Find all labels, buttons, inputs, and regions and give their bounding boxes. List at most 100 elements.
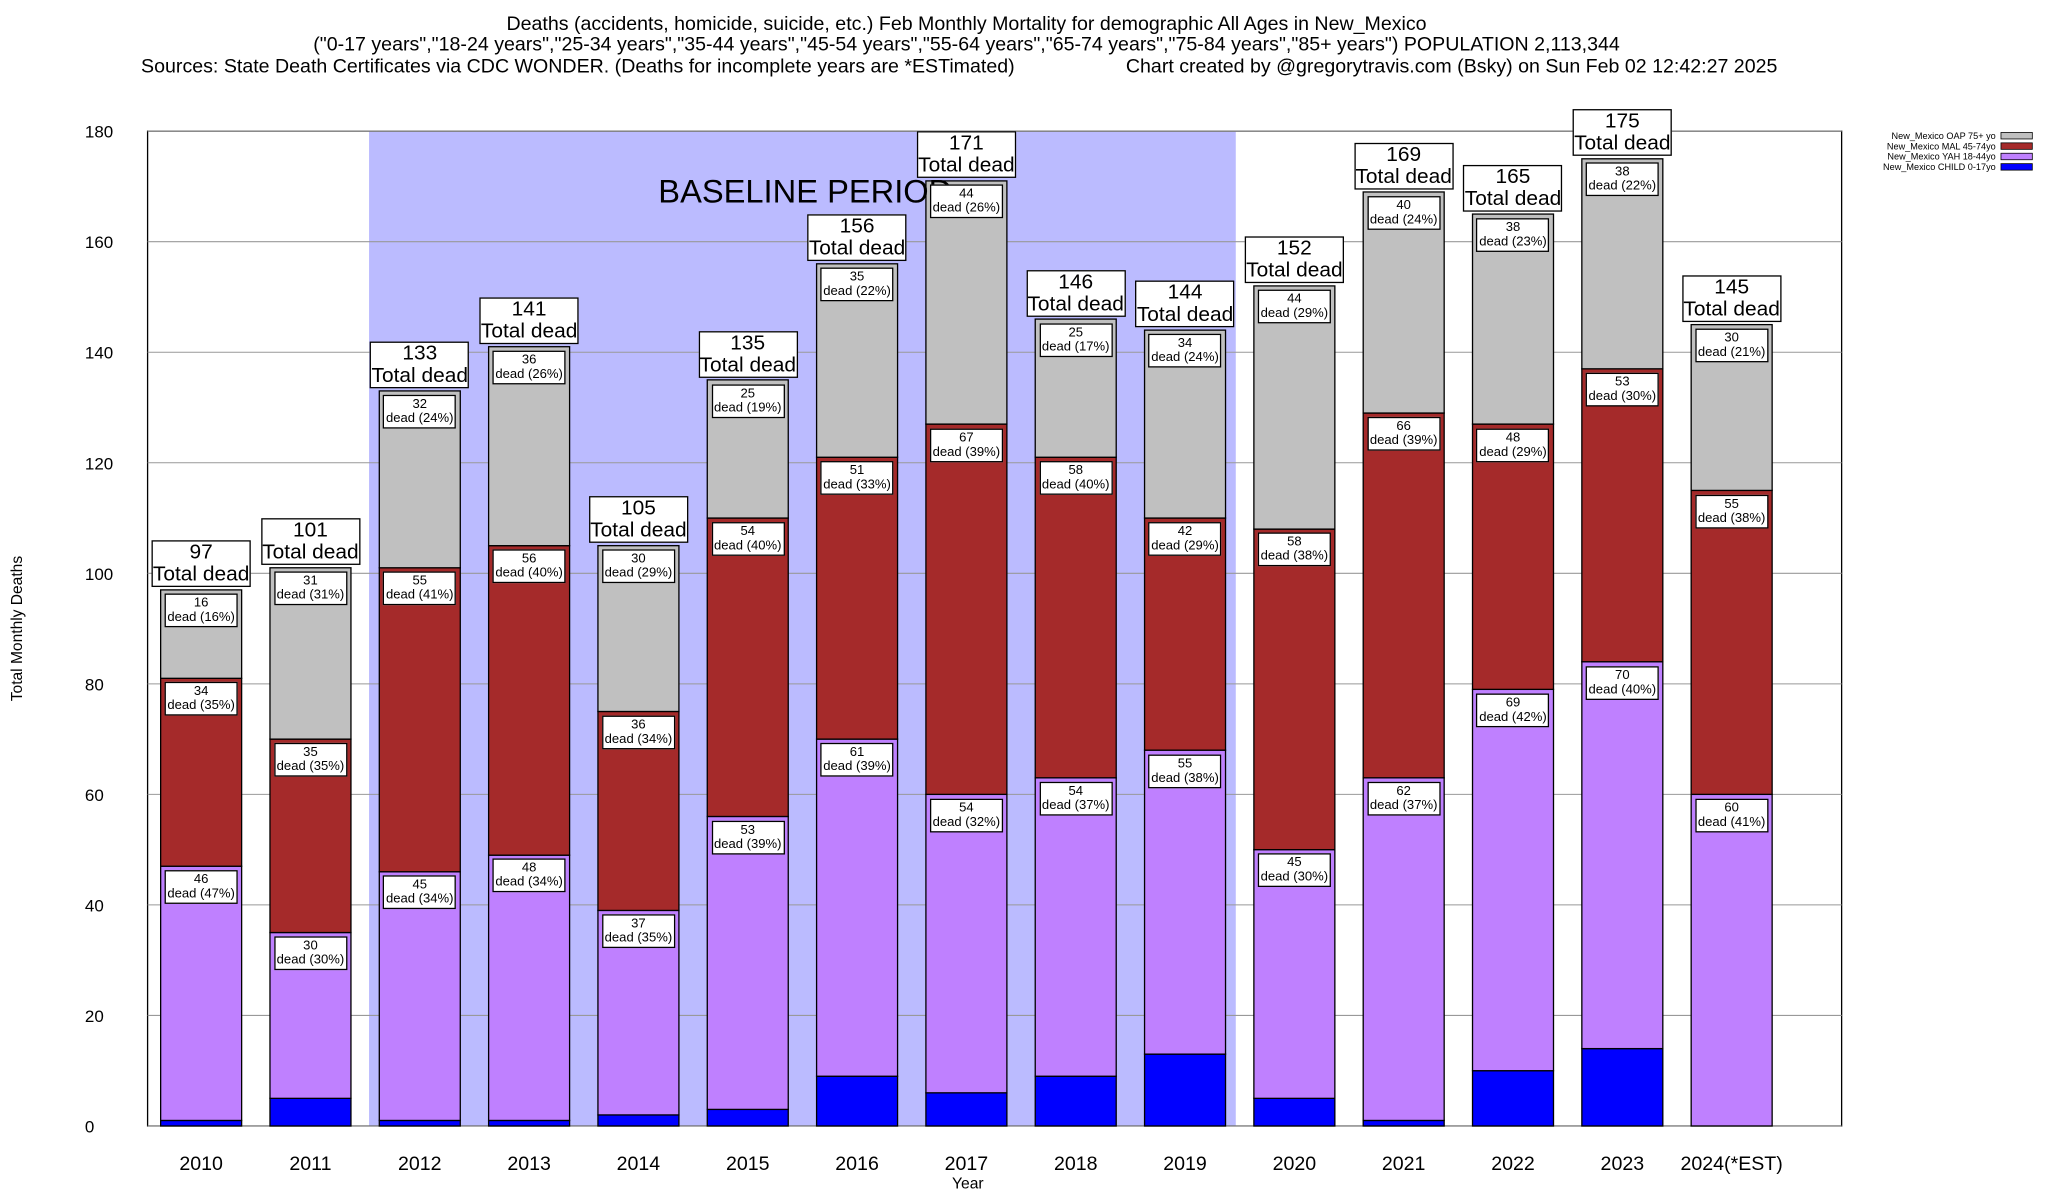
bar-segment	[706, 517, 789, 818]
bar-segment	[706, 815, 789, 1111]
bar-segment	[597, 1114, 680, 1127]
bar-segment	[1471, 688, 1555, 1072]
x-tick-label: 2020	[1273, 1153, 1317, 1175]
bar-segment	[925, 1092, 1008, 1127]
total-label: 152 Total dead	[1244, 236, 1344, 284]
legend-swatch	[2000, 142, 2033, 150]
total-label: 135 Total dead	[698, 330, 798, 378]
data-label: 34 dead (24%)	[1148, 334, 1222, 368]
total-text: Total dead	[1574, 132, 1671, 155]
bar-segment	[925, 180, 1008, 425]
x-tick-label: 2015	[726, 1153, 770, 1175]
data-label: 54 dead (32%)	[929, 798, 1003, 833]
bar-segment	[378, 871, 461, 1122]
total-label: 156 Total dead	[807, 214, 907, 262]
chart-subtitle: ("0-17 years","18-24 years","25-34 years…	[313, 33, 1620, 56]
x-tick-label: 2012	[398, 1153, 442, 1175]
bar-segment	[1471, 1070, 1555, 1127]
chart-title: Deaths (accidents, homicide, suicide, et…	[506, 12, 1427, 36]
data-label: 45 dead (34%)	[383, 875, 457, 910]
x-tick-label: 2019	[1163, 1153, 1207, 1175]
bar-segment	[925, 793, 1008, 1094]
data-label: 31 dead (31%)	[273, 571, 348, 606]
y-tick-label: 40	[85, 896, 104, 915]
total-value: 144	[1167, 282, 1203, 305]
data-label: 60 dead (41%)	[1695, 798, 1769, 833]
x-axis-label: Year	[952, 1175, 984, 1192]
bar-segment	[1253, 285, 1336, 530]
total-label: 145 Total dead	[1682, 275, 1782, 322]
data-label: 25 dead (17%)	[1039, 322, 1113, 357]
data-label: 53 dead (39%)	[711, 820, 785, 855]
total-text: Total dead	[1027, 293, 1124, 316]
bar-segment	[1581, 1047, 1664, 1127]
total-text: Total dead	[808, 237, 906, 260]
total-label: 169 Total dead	[1354, 142, 1454, 190]
bar-segment	[1253, 1097, 1336, 1127]
bar-segment	[1253, 848, 1336, 1099]
data-label: 51 dead (33%)	[820, 461, 894, 495]
x-tick-label: 2021	[1382, 1153, 1426, 1175]
x-tick-label: 2017	[945, 1153, 989, 1175]
bar-segment	[159, 865, 243, 1122]
y-tick-label: 140	[85, 344, 113, 363]
total-value: 171	[948, 132, 984, 155]
data-label: 46 dead (47%)	[164, 870, 238, 904]
total-label: 101 Total dead	[260, 518, 361, 566]
data-label: 44 dead (26%)	[929, 184, 1003, 219]
total-label: 105 Total dead	[588, 496, 689, 544]
data-label: 25 dead (19%)	[711, 383, 785, 418]
y-tick-label: 100	[85, 565, 113, 584]
bar-segment	[1581, 368, 1664, 663]
data-label: 42 dead (29%)	[1148, 521, 1222, 556]
total-value: 101	[292, 519, 328, 542]
total-label: 133 Total dead	[370, 341, 470, 389]
bar-segment	[487, 1119, 571, 1127]
data-label: 53 dead (30%)	[1585, 372, 1659, 407]
total-value: 169	[1386, 143, 1422, 166]
y-tick-label: 120	[85, 454, 113, 473]
data-label: 54 dead (40%)	[711, 521, 785, 556]
bar-segment	[1143, 1053, 1227, 1127]
data-label: 30 dead (21%)	[1695, 328, 1769, 363]
bar-segment	[378, 1119, 461, 1127]
total-value: 165	[1495, 166, 1531, 189]
total-value: 97	[189, 541, 213, 564]
bar-segment	[1690, 793, 1773, 1127]
total-value: 156	[839, 215, 875, 238]
data-label: 35 dead (22%)	[820, 267, 894, 302]
data-label: 37 dead (35%)	[601, 914, 675, 949]
data-label: 38 dead (22%)	[1585, 162, 1659, 197]
total-label: 171 Total dead	[916, 131, 1017, 179]
y-tick-label: 0	[85, 1118, 94, 1137]
x-tick-label: 2013	[507, 1153, 551, 1175]
y-tick-label: 20	[85, 1007, 104, 1026]
total-value: 146	[1058, 271, 1094, 294]
total-text: Total dead	[699, 353, 796, 376]
data-label: 67 dead (39%)	[929, 427, 1003, 462]
source-note: Sources: State Death Certificates via CD…	[141, 55, 1015, 78]
bar-segment	[1253, 528, 1336, 851]
x-tick-label: 2010	[179, 1153, 223, 1175]
x-tick-label: 2014	[617, 1153, 661, 1175]
total-text: Total dead	[371, 364, 468, 388]
bar-segment	[1690, 489, 1773, 796]
data-label: 55 dead (38%)	[1695, 494, 1769, 529]
total-text: Total dead	[918, 154, 1015, 178]
data-label: 54 dead (37%)	[1039, 781, 1113, 816]
total-text: Total dead	[1246, 259, 1343, 283]
data-label: 38 dead (23%)	[1476, 217, 1550, 252]
total-label: 146 Total dead	[1026, 269, 1126, 317]
annotation: BASELINE PERIOD	[658, 174, 953, 211]
bar-segment	[1471, 423, 1555, 691]
data-label: 61 dead (39%)	[820, 742, 894, 777]
total-text: Total dead	[262, 541, 359, 564]
data-label: 16 dead (16%)	[164, 593, 238, 628]
bar-segment	[815, 456, 899, 740]
total-value: 145	[1714, 276, 1750, 299]
total-value: 175	[1604, 110, 1640, 133]
x-tick-label: 2022	[1491, 1153, 1535, 1175]
legend-label: New_Mexico OAP 75+ yo	[1892, 131, 1996, 141]
